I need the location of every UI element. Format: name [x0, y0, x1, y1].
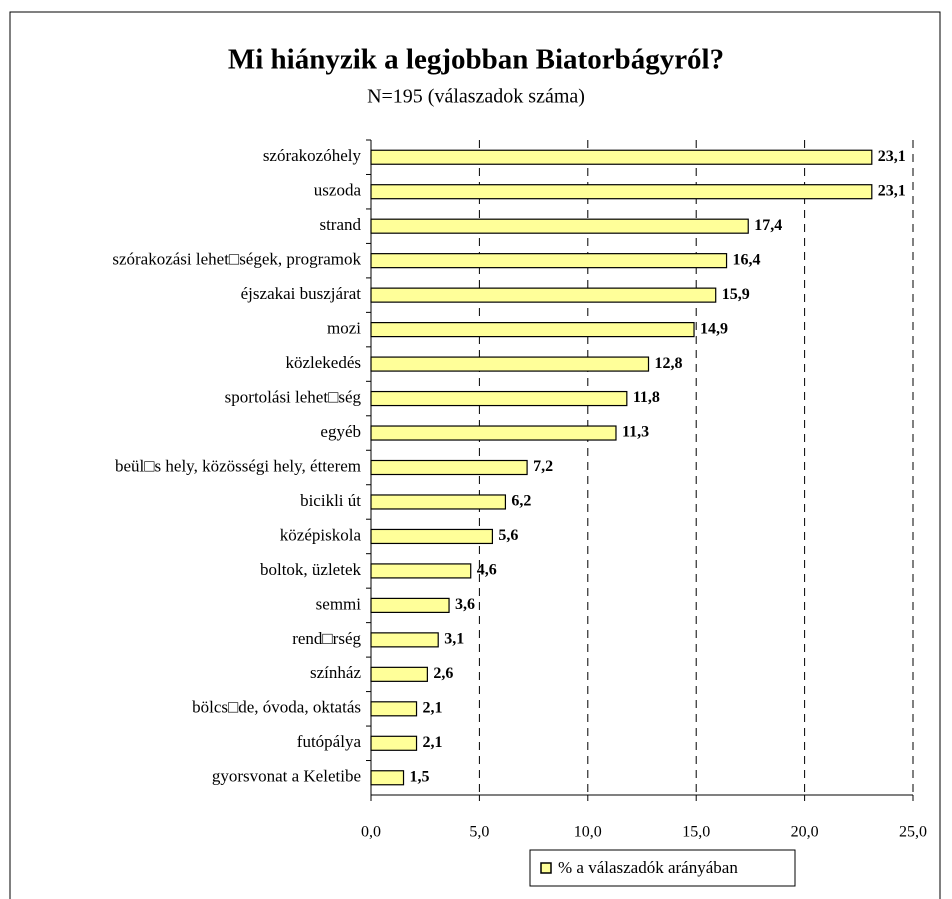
bar — [370, 356, 650, 372]
data-label: 7,2 — [533, 458, 553, 475]
x-tick-label: 10,0 — [574, 824, 602, 841]
data-label: 14,9 — [700, 320, 728, 337]
bar — [370, 528, 494, 545]
y-tick-label: bicikli út — [300, 491, 361, 510]
y-tick-label: színház — [310, 663, 361, 682]
bar — [370, 322, 695, 338]
bar — [370, 390, 628, 407]
data-label: 5,6 — [498, 527, 518, 544]
data-label: 3,1 — [444, 631, 464, 648]
y-tick-label: strand — [319, 215, 361, 234]
data-label: 23,1 — [878, 148, 906, 165]
bar — [370, 666, 428, 682]
y-tick-label: éjszakai buszjárat — [241, 284, 362, 303]
y-tick-label: mozi — [327, 319, 361, 338]
data-label: 6,2 — [511, 493, 531, 510]
chart-title: Mi hiányzik a legjobban Biatorbágyról? — [228, 44, 724, 76]
bar — [370, 184, 873, 200]
bar — [370, 459, 528, 476]
y-tick-label: szórakozóhely — [263, 146, 362, 165]
data-label: 3,6 — [455, 596, 475, 613]
data-label: 23,1 — [878, 182, 906, 199]
data-label: 15,9 — [722, 286, 750, 303]
legend-swatch — [540, 862, 552, 874]
bar — [370, 563, 472, 579]
data-label: 1,5 — [410, 768, 430, 785]
y-tick-label: futópálya — [297, 732, 362, 751]
bar — [370, 149, 873, 165]
bar — [370, 218, 749, 234]
bar — [370, 597, 450, 613]
x-tick-label: 25,0 — [899, 824, 927, 841]
y-tick-label: egyéb — [320, 422, 361, 441]
x-tick-label: 20,0 — [791, 824, 819, 841]
y-tick-label: rend□rség — [292, 629, 361, 648]
data-label: 17,4 — [754, 217, 782, 234]
y-tick-label: bölcs□de, óvoda, oktatás — [192, 698, 361, 717]
chart-subtitle: N=195 (válaszadok száma) — [367, 86, 585, 108]
data-label: 2,1 — [423, 734, 443, 751]
data-label: 11,8 — [633, 389, 660, 406]
x-tick-label: 5,0 — [469, 824, 489, 841]
data-label: 16,4 — [733, 251, 761, 268]
y-tick-label: gyorsvonat a Keletibe — [212, 767, 361, 786]
bar — [370, 425, 617, 441]
y-tick-label: középiskola — [280, 525, 362, 544]
data-label: 11,3 — [622, 424, 649, 441]
y-tick-label: semmi — [316, 594, 362, 613]
bar — [370, 735, 418, 751]
data-label: 4,6 — [477, 562, 497, 579]
legend-box — [529, 849, 796, 887]
bar — [370, 632, 439, 648]
bar — [370, 770, 405, 786]
data-label: 2,1 — [423, 699, 443, 716]
legend-label: % a válaszadók arányában — [558, 858, 738, 877]
bar — [370, 253, 728, 269]
x-tick-label: 0,0 — [361, 824, 381, 841]
y-tick-label: sportolási lehet□ség — [225, 387, 362, 406]
bar — [370, 494, 507, 510]
data-label: 2,6 — [433, 665, 453, 682]
y-tick-label: közlekedés — [285, 353, 361, 372]
y-tick-label: uszoda — [314, 181, 362, 200]
data-label: 12,8 — [655, 355, 683, 372]
y-tick-label: boltok, üzletek — [260, 560, 362, 579]
y-tick-label: szórakozási lehet□ségek, programok — [112, 250, 361, 269]
bar — [370, 287, 717, 303]
y-tick-label: beül□s hely, közösségi hely, étterem — [115, 456, 361, 475]
x-tick-label: 15,0 — [682, 824, 710, 841]
bar — [370, 701, 418, 717]
